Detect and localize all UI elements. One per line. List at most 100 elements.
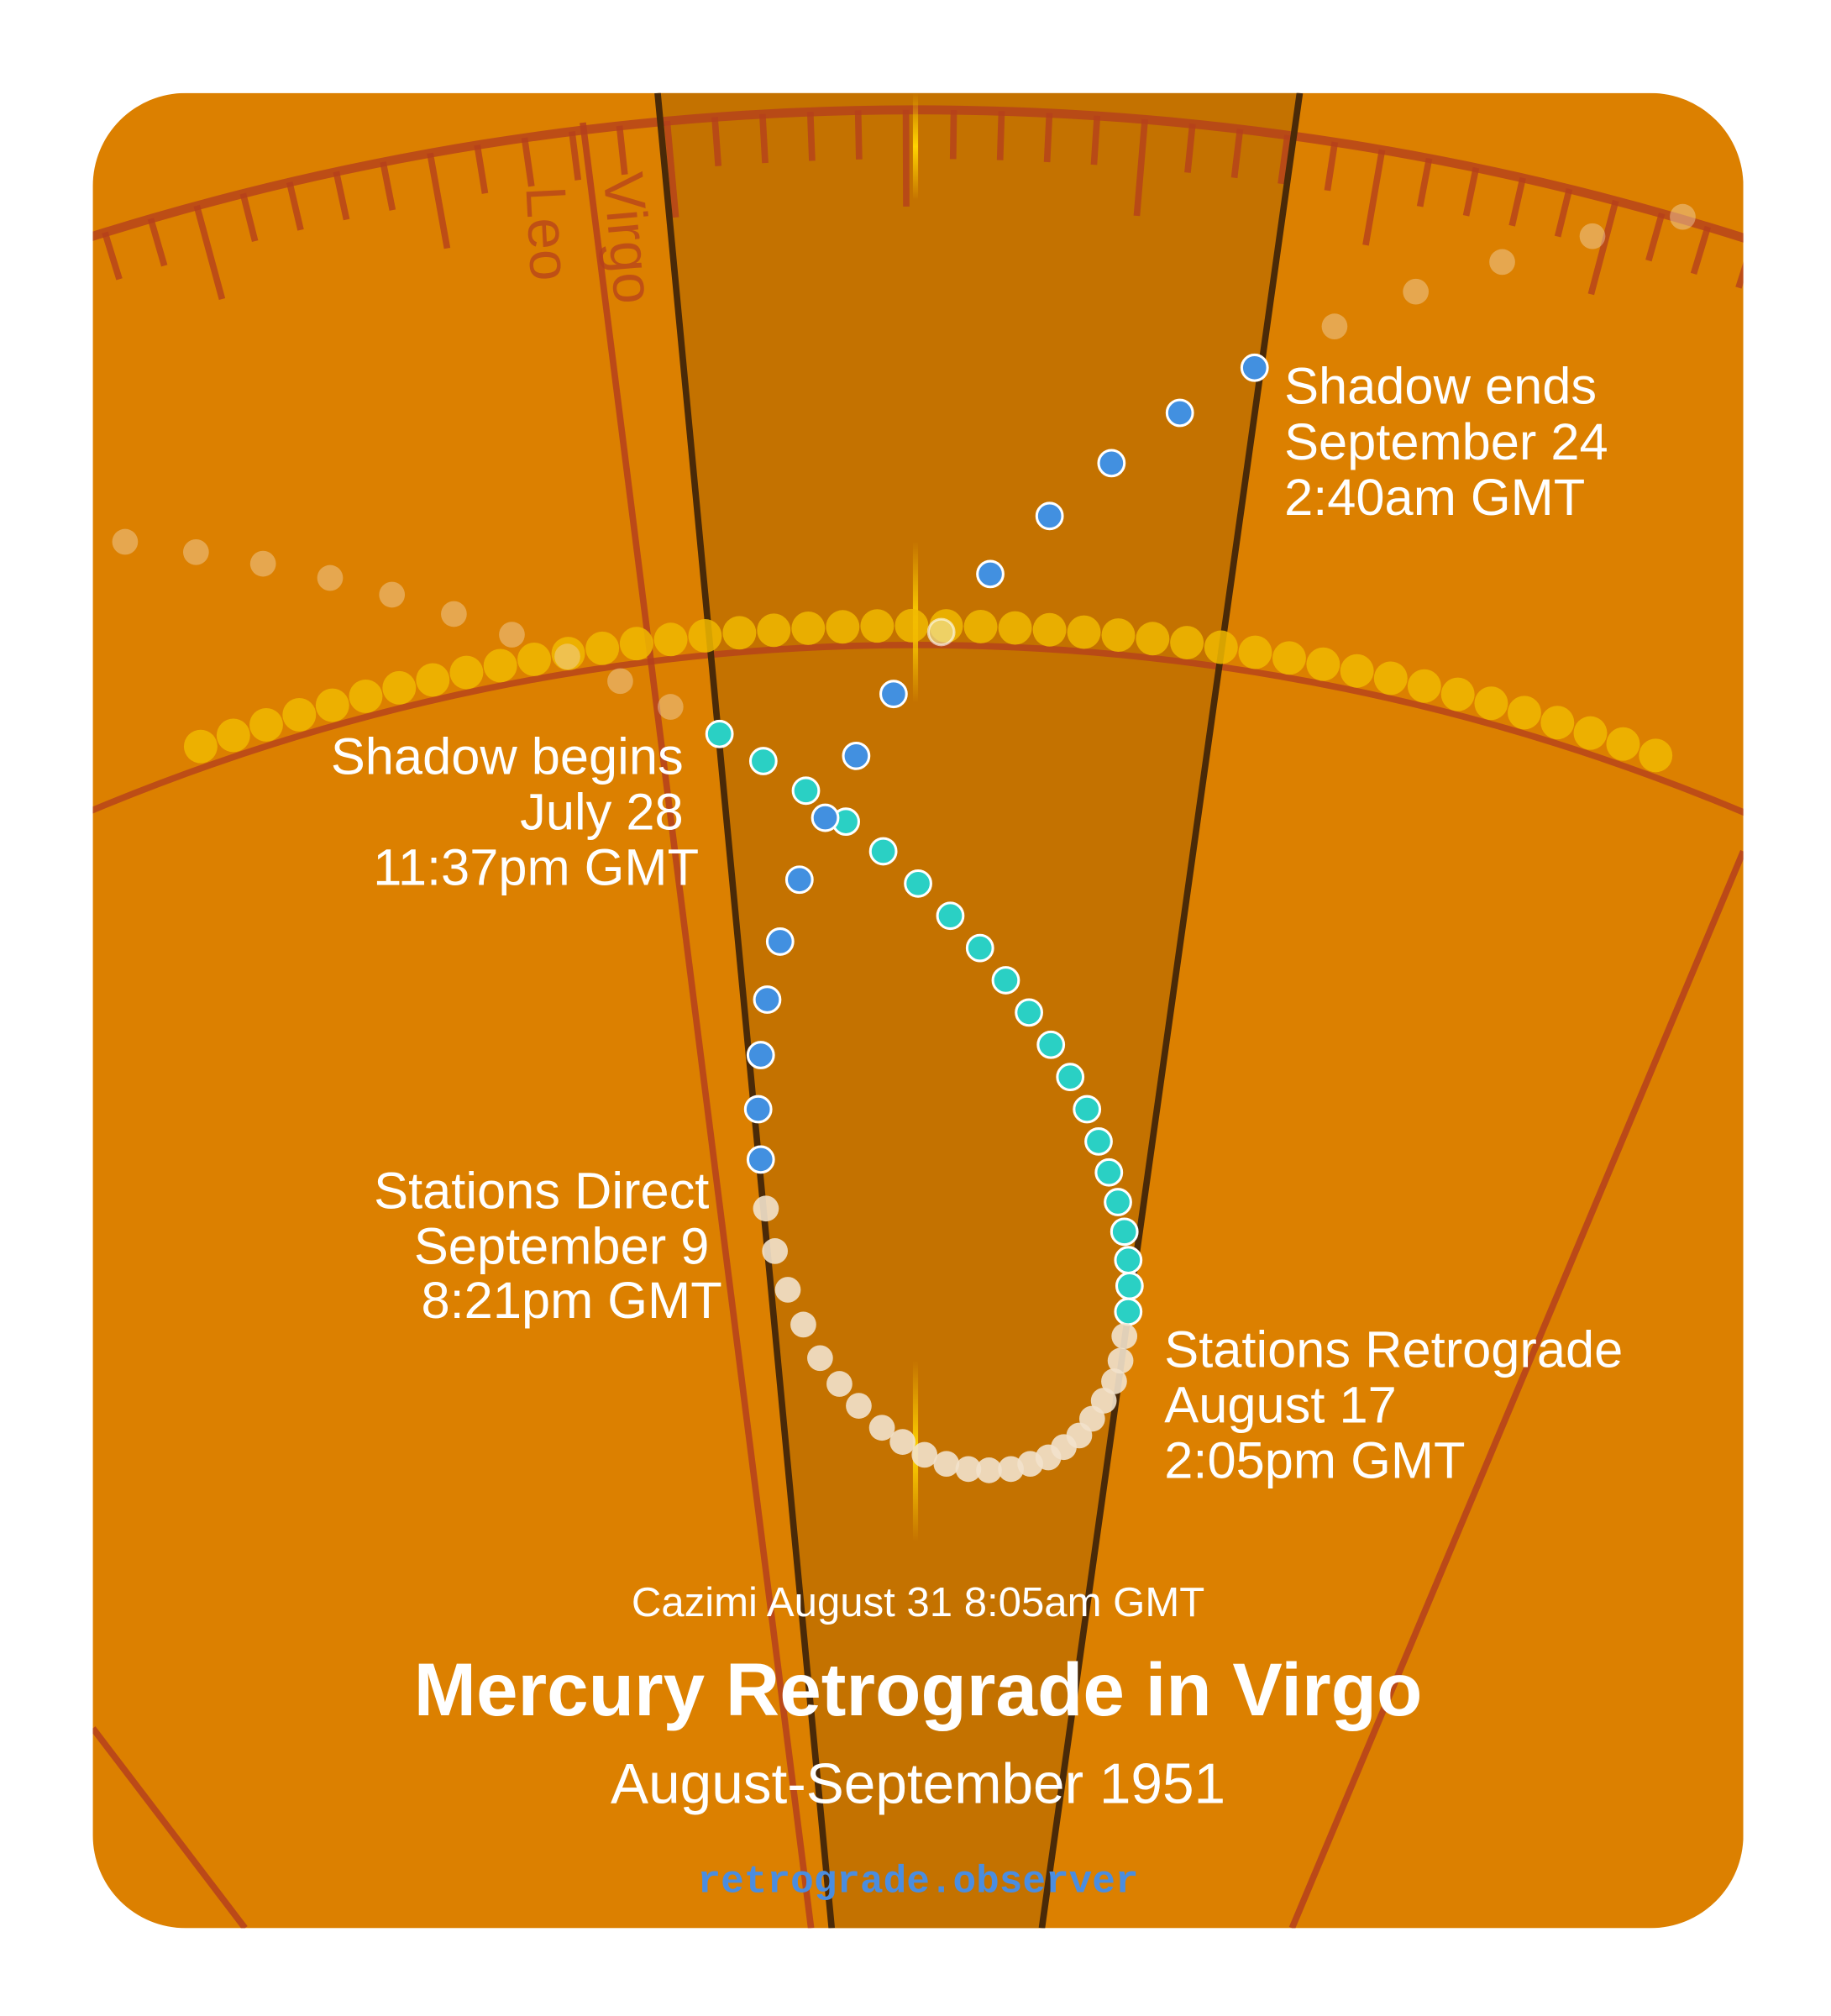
degree-tick	[1462, 166, 1480, 217]
sun-position-dot	[653, 622, 688, 657]
degree-tick	[1230, 129, 1244, 179]
zodiac-wheel	[60, 105, 1744, 818]
mercury-post-shadow-dot	[842, 741, 871, 770]
mercury-post-shadow-dot	[746, 1041, 775, 1069]
sun-position-dot	[585, 631, 620, 665]
sun-position-dot	[791, 612, 826, 645]
sun-position-dot	[1272, 641, 1306, 675]
mercury-pre-shadow-dot	[904, 869, 932, 898]
mercury-outside-shadow-dot	[112, 528, 139, 555]
mercury-retrograde-dot	[774, 1277, 801, 1303]
page-title: Mercury Retrograde in Virgo	[414, 1647, 1423, 1731]
sun-position-dot	[688, 619, 722, 653]
degree-tick	[474, 144, 489, 194]
sun-position-dot	[449, 655, 484, 690]
mercury-pre-shadow-dot	[991, 966, 1020, 995]
mercury-retrograde-dot	[826, 1371, 853, 1397]
mercury-retrograde-dot	[1111, 1323, 1138, 1350]
sun-position-dot	[757, 613, 791, 648]
mercury-retrograde-dot	[807, 1345, 833, 1372]
degree-tick	[664, 120, 679, 218]
mercury-retrograde-dot	[762, 1238, 789, 1264]
degree-tick	[1690, 225, 1712, 275]
sun-position-dot	[619, 627, 653, 661]
mercury-retrograde-dot	[846, 1393, 872, 1419]
degree-tick	[996, 111, 1005, 160]
stations-retrograde-title: Stations Retrograde	[1164, 1321, 1623, 1379]
degree-tick	[1278, 134, 1291, 185]
mercury-post-shadow-dot	[1097, 449, 1126, 478]
sun-position-dot	[1032, 612, 1067, 647]
mercury-pre-shadow-dot	[791, 776, 821, 806]
sun-position-dot	[1340, 654, 1374, 688]
sun-position-dot	[826, 610, 860, 644]
mercury-pre-shadow-dot	[1114, 1297, 1143, 1326]
mercury-retrograde-dot	[790, 1311, 816, 1338]
mercury-post-shadow-dot	[1165, 398, 1194, 428]
mercury-outside-shadow-dot	[499, 622, 525, 648]
mercury-post-shadow-dot	[746, 1145, 775, 1174]
shadow-zone	[657, 92, 1300, 1929]
degree-tick	[854, 110, 863, 160]
mercury-outside-shadow-dot	[1489, 249, 1515, 276]
stations-direct-title: Stations Direct	[374, 1163, 709, 1221]
mercury-pre-shadow-dot	[936, 901, 965, 931]
label-shadow-ends: Shadow ends September 24 2:40am GMT	[1284, 358, 1608, 527]
sun-position-dot	[1067, 615, 1101, 649]
mercury-pre-shadow-dot	[1084, 1127, 1113, 1156]
sun-gleam	[912, 92, 919, 201]
degree-tick	[1362, 149, 1386, 246]
degree-tick	[1735, 239, 1744, 289]
label-stations-retrograde: Stations Retrograde August 17 2:05pm GMT	[1164, 1321, 1623, 1490]
sun-position-dot	[1407, 669, 1441, 703]
sun-position-dot	[249, 707, 283, 742]
degree-tick	[758, 113, 769, 164]
mercury-pre-shadow-dot	[1056, 1063, 1085, 1092]
mercury-pre-shadow-dot	[965, 933, 994, 963]
sun-position-dot	[349, 679, 383, 713]
mercury-post-shadow-dot	[811, 803, 840, 832]
degree-tick	[193, 204, 226, 301]
degree-tick	[806, 111, 816, 161]
cazimi-label: Cazimi August 31 8:05am GMT	[632, 1580, 1204, 1625]
mercury-pre-shadow-dot	[705, 719, 734, 748]
sun-position-dot	[1306, 647, 1340, 681]
degree-tick	[60, 247, 75, 293]
mercury-post-shadow-dot	[1035, 501, 1064, 531]
mercury-retrograde-dot	[1101, 1368, 1127, 1394]
shadow-ends-time: 2:40am GMT	[1284, 469, 1585, 527]
shadow-begins-time: 11:37pm GMT	[373, 838, 699, 896]
mercury-outside-shadow-dot	[1321, 313, 1348, 339]
subtitle: August-September 1951	[611, 1752, 1225, 1815]
sun-position-dot	[382, 670, 417, 705]
mercury-post-shadow-dot	[753, 985, 782, 1014]
degree-tick	[1324, 141, 1339, 192]
shadow-end-line	[1038, 92, 1304, 1929]
sun-position-dot	[551, 637, 585, 671]
sun-position-dot	[1136, 622, 1170, 656]
sun-position-dot	[282, 697, 317, 732]
degree-tick	[427, 152, 451, 249]
sun-position-dot	[722, 616, 757, 650]
mercury-pre-shadow-dot	[1110, 1217, 1139, 1247]
degree-tick	[1133, 118, 1148, 217]
mercury-pre-shadow-dot	[868, 837, 898, 866]
stations-direct-time: 8:21pm GMT	[421, 1272, 721, 1330]
mercury-pre-shadow-dot	[1115, 1271, 1144, 1300]
degree-tick	[102, 231, 123, 281]
sun-position-dot	[517, 642, 552, 676]
sun-position-dot	[895, 608, 929, 643]
mercury-retrograde-dot	[933, 1451, 960, 1478]
mercury-outside-shadow-dot	[554, 643, 580, 670]
degree-tick	[569, 130, 582, 181]
mercury-retrograde-dot	[753, 1195, 779, 1222]
mercury-cazimi-dot	[926, 617, 956, 647]
mercury-pre-shadow-dot	[1015, 998, 1043, 1027]
mercury-pre-shadow-dot	[1104, 1188, 1132, 1216]
mercury-outside-shadow-dot	[1670, 203, 1696, 230]
leo-virgo-boundary	[580, 122, 815, 1929]
footer-link[interactable]: retrograde.observer	[698, 1860, 1139, 1903]
mercury-retrograde-dot	[955, 1456, 982, 1483]
sun-position-dot	[998, 611, 1032, 645]
degree-tick	[1587, 200, 1619, 296]
